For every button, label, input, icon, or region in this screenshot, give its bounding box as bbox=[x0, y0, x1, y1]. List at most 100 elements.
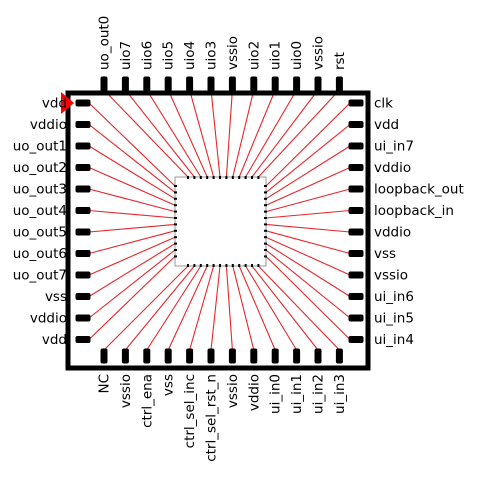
package-pad-left-0 bbox=[76, 100, 91, 107]
die-pad-left-7 bbox=[174, 230, 177, 232]
package-pad-right-7 bbox=[349, 250, 364, 257]
package-pad-right-11 bbox=[349, 336, 364, 343]
pin-label-right-7: vss bbox=[374, 246, 396, 262]
die-pad-left-3 bbox=[174, 204, 177, 206]
die-pad-bottom-4 bbox=[213, 264, 215, 267]
package-pad-top-8 bbox=[272, 77, 279, 92]
package-pad-top-7 bbox=[250, 77, 257, 92]
bond-wire-left-2 bbox=[89, 146, 175, 199]
pin-label-top-9: uio0 bbox=[289, 41, 305, 70]
die-pad-top-7 bbox=[232, 176, 234, 179]
package-pad-top-5 bbox=[208, 77, 215, 92]
package-pad-top-2 bbox=[143, 77, 150, 92]
pin-label-left-4: uo_out3 bbox=[13, 182, 67, 198]
die-pad-top-0 bbox=[187, 176, 189, 179]
bond-wire-top-0 bbox=[104, 90, 188, 177]
bond-wire-left-7 bbox=[89, 231, 175, 254]
bond-wire-top-7 bbox=[233, 90, 254, 177]
bond-wire-left-10 bbox=[89, 250, 175, 318]
bond-wire-left-1 bbox=[89, 125, 175, 193]
die-pad-right-5 bbox=[264, 217, 267, 219]
pin-label-top-0: uo_out0 bbox=[97, 16, 113, 70]
package-pad-left-6 bbox=[76, 229, 91, 236]
die-pad-left-2 bbox=[174, 198, 177, 200]
package-pad-bottom-8 bbox=[272, 349, 279, 364]
die-pad-left-4 bbox=[174, 211, 177, 213]
bond-wire-right-5 bbox=[266, 211, 350, 219]
pin-label-bottom-10: ui_in2 bbox=[311, 374, 327, 414]
package-pad-bottom-11 bbox=[336, 349, 343, 364]
pin-label-left-3: uo_out2 bbox=[13, 160, 67, 176]
pin-label-top-6: vssio bbox=[225, 36, 241, 70]
bond-wire-bottom-7 bbox=[233, 266, 254, 350]
package-pad-bottom-5 bbox=[208, 349, 215, 364]
die-pad-left-9 bbox=[174, 243, 177, 245]
pin-label-bottom-0: NC bbox=[97, 374, 113, 394]
bond-wire-left-4 bbox=[89, 189, 175, 212]
pin-label-top-8: uio1 bbox=[268, 41, 284, 70]
pin-label-top-11: rst bbox=[332, 52, 348, 70]
die-pad-bottom-5 bbox=[219, 264, 221, 267]
package-pad-bottom-4 bbox=[186, 349, 193, 364]
package-pad-left-4 bbox=[76, 186, 91, 193]
die-pad-right-6 bbox=[264, 223, 267, 225]
die-pad-top-8 bbox=[238, 176, 240, 179]
die bbox=[175, 177, 266, 266]
pin-label-top-1: uio7 bbox=[118, 41, 134, 70]
die-pad-bottom-7 bbox=[232, 264, 234, 267]
pin-label-left-7: uo_out6 bbox=[13, 246, 67, 262]
pin-label-left-2: uo_out1 bbox=[13, 139, 67, 155]
pin-label-right-9: ui_in6 bbox=[374, 289, 414, 305]
package-pad-left-1 bbox=[76, 121, 91, 128]
die-pad-bottom-6 bbox=[225, 264, 227, 267]
bond-wire-right-1 bbox=[266, 125, 350, 193]
die-pad-right-3 bbox=[264, 204, 267, 206]
pin-label-right-10: ui_in5 bbox=[374, 311, 414, 327]
pin-label-top-4: uio4 bbox=[182, 41, 198, 70]
pin-label-top-3: uio5 bbox=[161, 41, 177, 70]
pin-label-right-2: ui_in7 bbox=[374, 139, 414, 155]
die-pad-left-5 bbox=[174, 217, 177, 219]
package-pad-bottom-7 bbox=[250, 349, 257, 364]
pin-label-top-5: uio3 bbox=[204, 41, 220, 70]
die-pad-top-11 bbox=[257, 176, 259, 179]
bond-wire-left-5 bbox=[89, 211, 175, 219]
package-pad-top-4 bbox=[186, 77, 193, 92]
package-pad-right-10 bbox=[349, 315, 364, 322]
pin-label-left-5: uo_out4 bbox=[13, 203, 67, 219]
pin-label-right-5: loopback_in bbox=[374, 203, 454, 219]
die-pad-top-3 bbox=[206, 176, 208, 179]
pin-label-right-3: vddio bbox=[374, 160, 411, 176]
pin-label-top-10: vssio bbox=[311, 36, 327, 70]
pin-label-left-0: vdd bbox=[42, 96, 67, 112]
bond-wire-top-1 bbox=[125, 90, 194, 177]
pin-label-top-7: uio2 bbox=[246, 41, 262, 70]
pin-label-bottom-9: ui_in1 bbox=[289, 374, 305, 414]
package-pad-top-11 bbox=[336, 77, 343, 92]
package-pad-left-9 bbox=[76, 293, 91, 300]
package-pad-top-6 bbox=[229, 77, 236, 92]
die-pad-bottom-0 bbox=[187, 264, 189, 267]
die-pad-left-6 bbox=[174, 223, 177, 225]
die-pad-bottom-9 bbox=[245, 264, 247, 267]
pin-label-bottom-4: ctrl_sel_inc bbox=[182, 374, 198, 448]
package-pad-bottom-0 bbox=[101, 349, 108, 364]
die-pad-right-7 bbox=[264, 230, 267, 232]
bond-wire-top-5 bbox=[211, 90, 220, 177]
die-pad-right-10 bbox=[264, 249, 267, 251]
bond-wire-bottom-5 bbox=[211, 266, 220, 350]
die-pad-top-10 bbox=[251, 176, 253, 179]
pin-label-bottom-7: vddio bbox=[246, 374, 262, 411]
package-pad-left-10 bbox=[76, 315, 91, 322]
package-pad-right-4 bbox=[349, 186, 364, 193]
package-pad-top-0 bbox=[101, 77, 108, 92]
pin-label-bottom-8: ui_in0 bbox=[268, 374, 284, 414]
die-pad-right-4 bbox=[264, 211, 267, 213]
bond-wire-right-9 bbox=[266, 244, 350, 297]
bond-wire-bottom-1 bbox=[125, 266, 194, 350]
die-pad-right-11 bbox=[264, 255, 267, 257]
pin-label-bottom-2: ctrl_ena bbox=[139, 374, 155, 428]
package-pad-right-9 bbox=[349, 293, 364, 300]
package-pad-left-2 bbox=[76, 143, 91, 150]
die-pad-top-4 bbox=[213, 176, 215, 179]
